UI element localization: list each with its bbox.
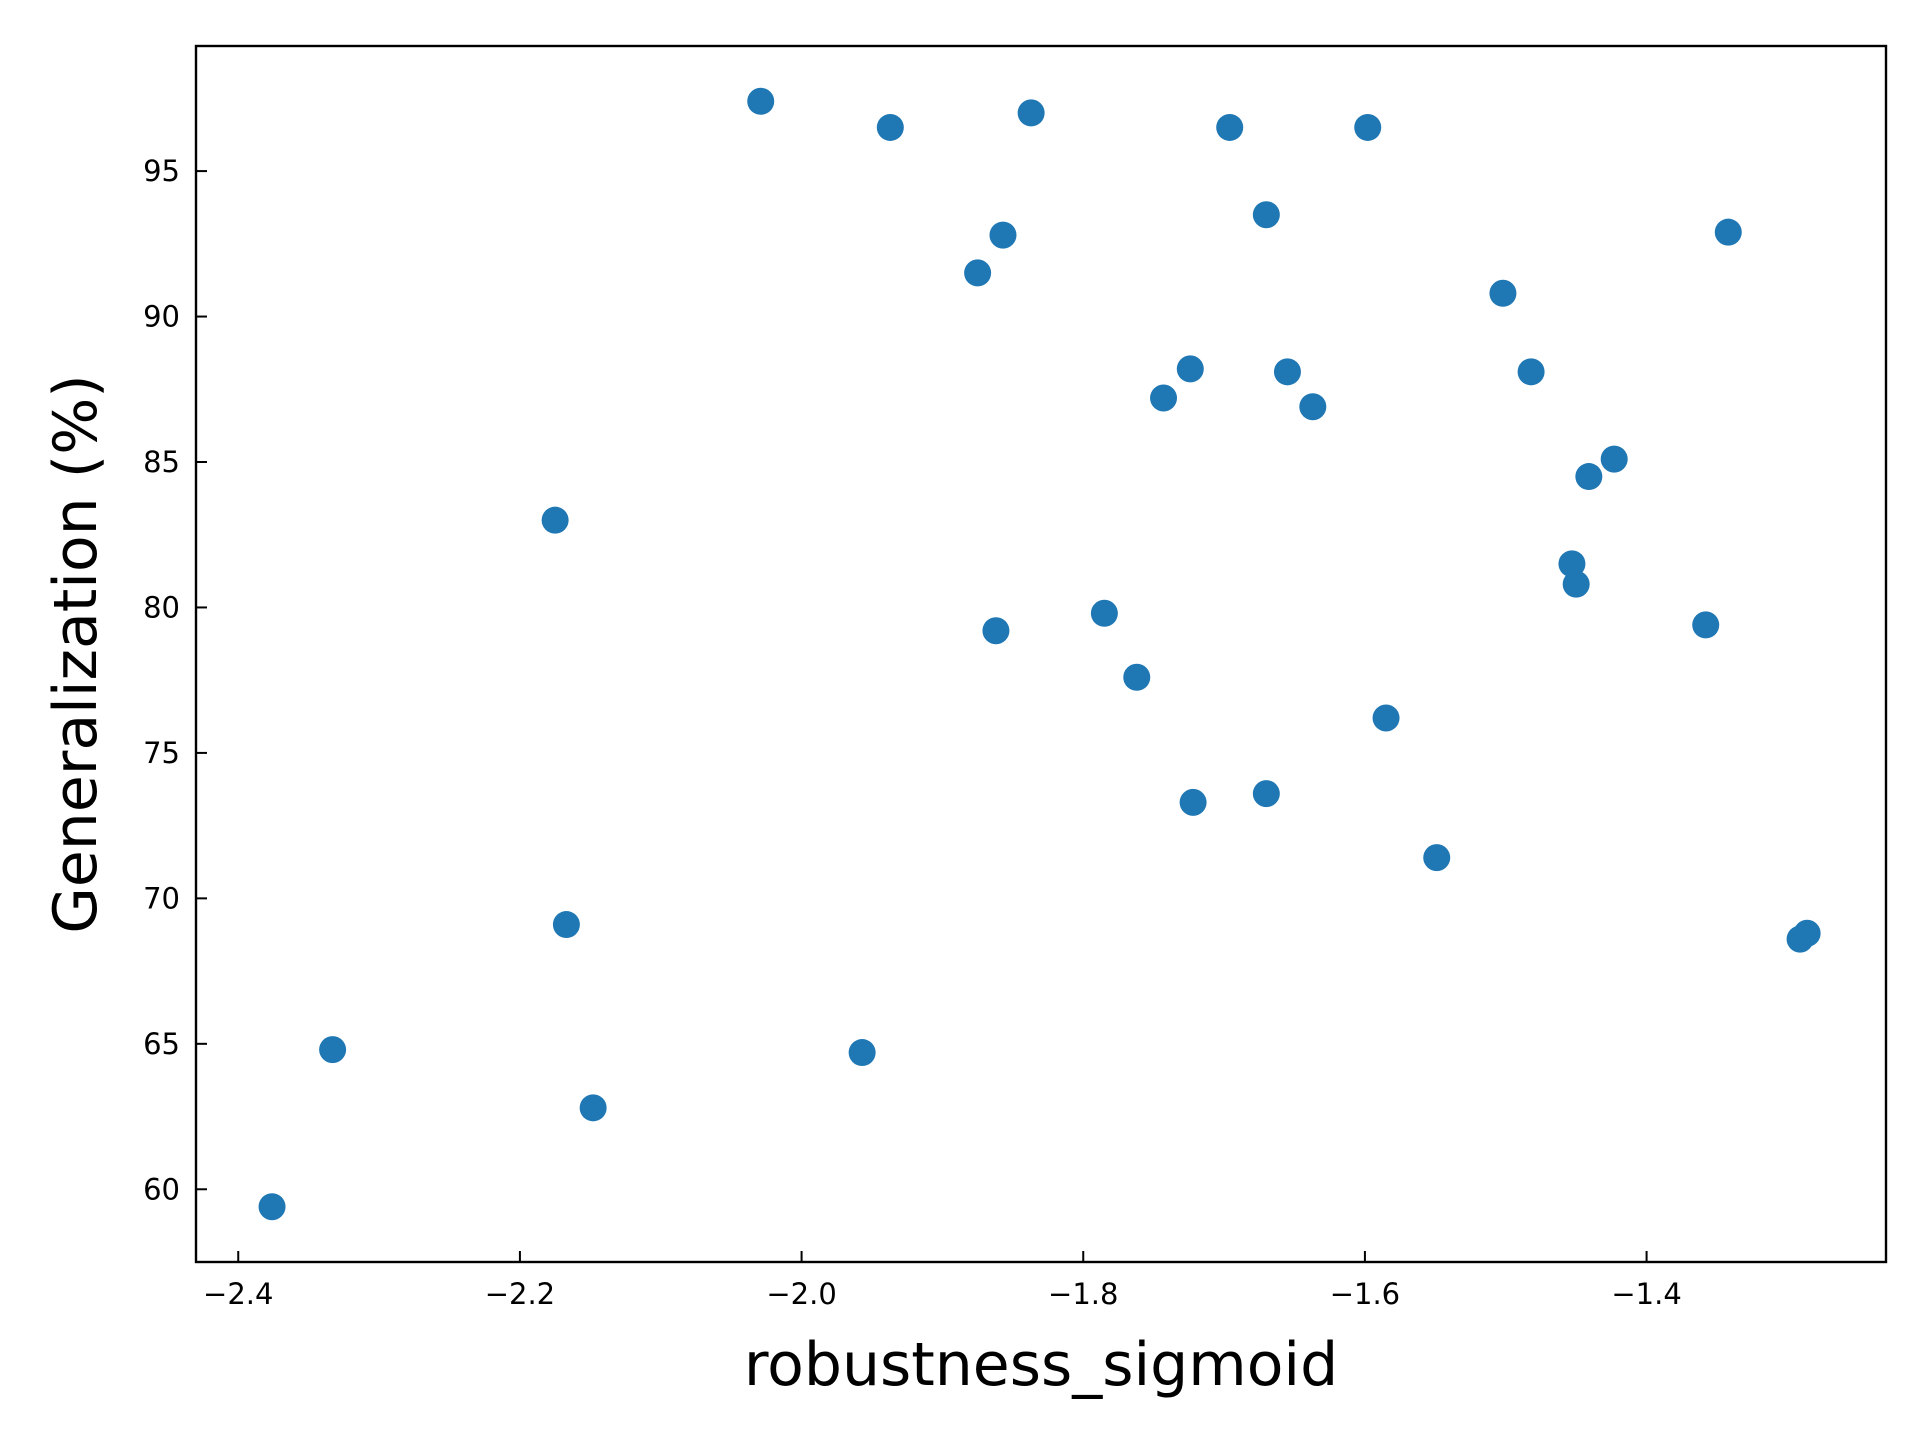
x-tick-label: −1.8 [1048,1277,1118,1311]
scatter-points [258,87,1821,1221]
data-point [1372,704,1400,732]
data-point [964,259,992,287]
y-tick-label: 65 [143,1027,180,1061]
data-point [1179,788,1207,816]
data-point [319,1036,347,1064]
data-point [1252,201,1280,229]
data-point [989,221,1017,249]
y-tick-label: 80 [143,590,180,624]
x-axis-label: robustness_sigmoid [744,1330,1338,1400]
data-point [1123,663,1151,691]
data-point [747,87,775,115]
y-tick-label: 95 [143,154,180,188]
data-point [1273,358,1301,386]
data-point [1017,99,1045,127]
data-point [1354,113,1382,141]
data-point [1252,780,1280,808]
plot-frame [194,44,1888,1264]
data-point [258,1193,286,1221]
x-tick-label: −2.4 [203,1277,273,1311]
data-point [1558,550,1586,578]
data-point [1692,611,1720,639]
y-axis-ticks: 60 65 70 75 80 85 90 95 [143,154,207,1206]
data-point [541,506,569,534]
data-point [579,1094,607,1122]
data-point [982,617,1010,645]
data-point [1216,113,1244,141]
x-tick-label: −1.6 [1330,1277,1400,1311]
data-point [1793,919,1821,947]
x-tick-label: −1.4 [1611,1277,1681,1311]
y-tick-label: 90 [143,300,180,334]
y-axis-label: Generalization (%) [41,374,111,933]
data-point [1423,844,1451,872]
data-point [876,113,904,141]
y-tick-label: 75 [143,736,180,770]
data-point [848,1039,876,1067]
y-tick-label: 60 [143,1172,180,1206]
data-point [552,911,580,939]
data-point [1575,463,1603,491]
data-point [1714,218,1742,246]
y-tick-label: 85 [143,445,180,479]
x-tick-label: −2.0 [766,1277,836,1311]
data-point [1299,393,1327,421]
data-point [1517,358,1545,386]
data-point [1562,570,1590,598]
data-point [1150,384,1178,412]
data-point [1600,445,1628,473]
y-tick-label: 70 [143,881,180,915]
x-tick-label: −2.2 [485,1277,555,1311]
data-point [1176,355,1204,383]
data-point [1489,279,1517,307]
x-axis-ticks: −2.4 −2.2 −2.0 −1.8 −1.6 −1.4 [203,1251,1682,1311]
data-point [1090,599,1118,627]
